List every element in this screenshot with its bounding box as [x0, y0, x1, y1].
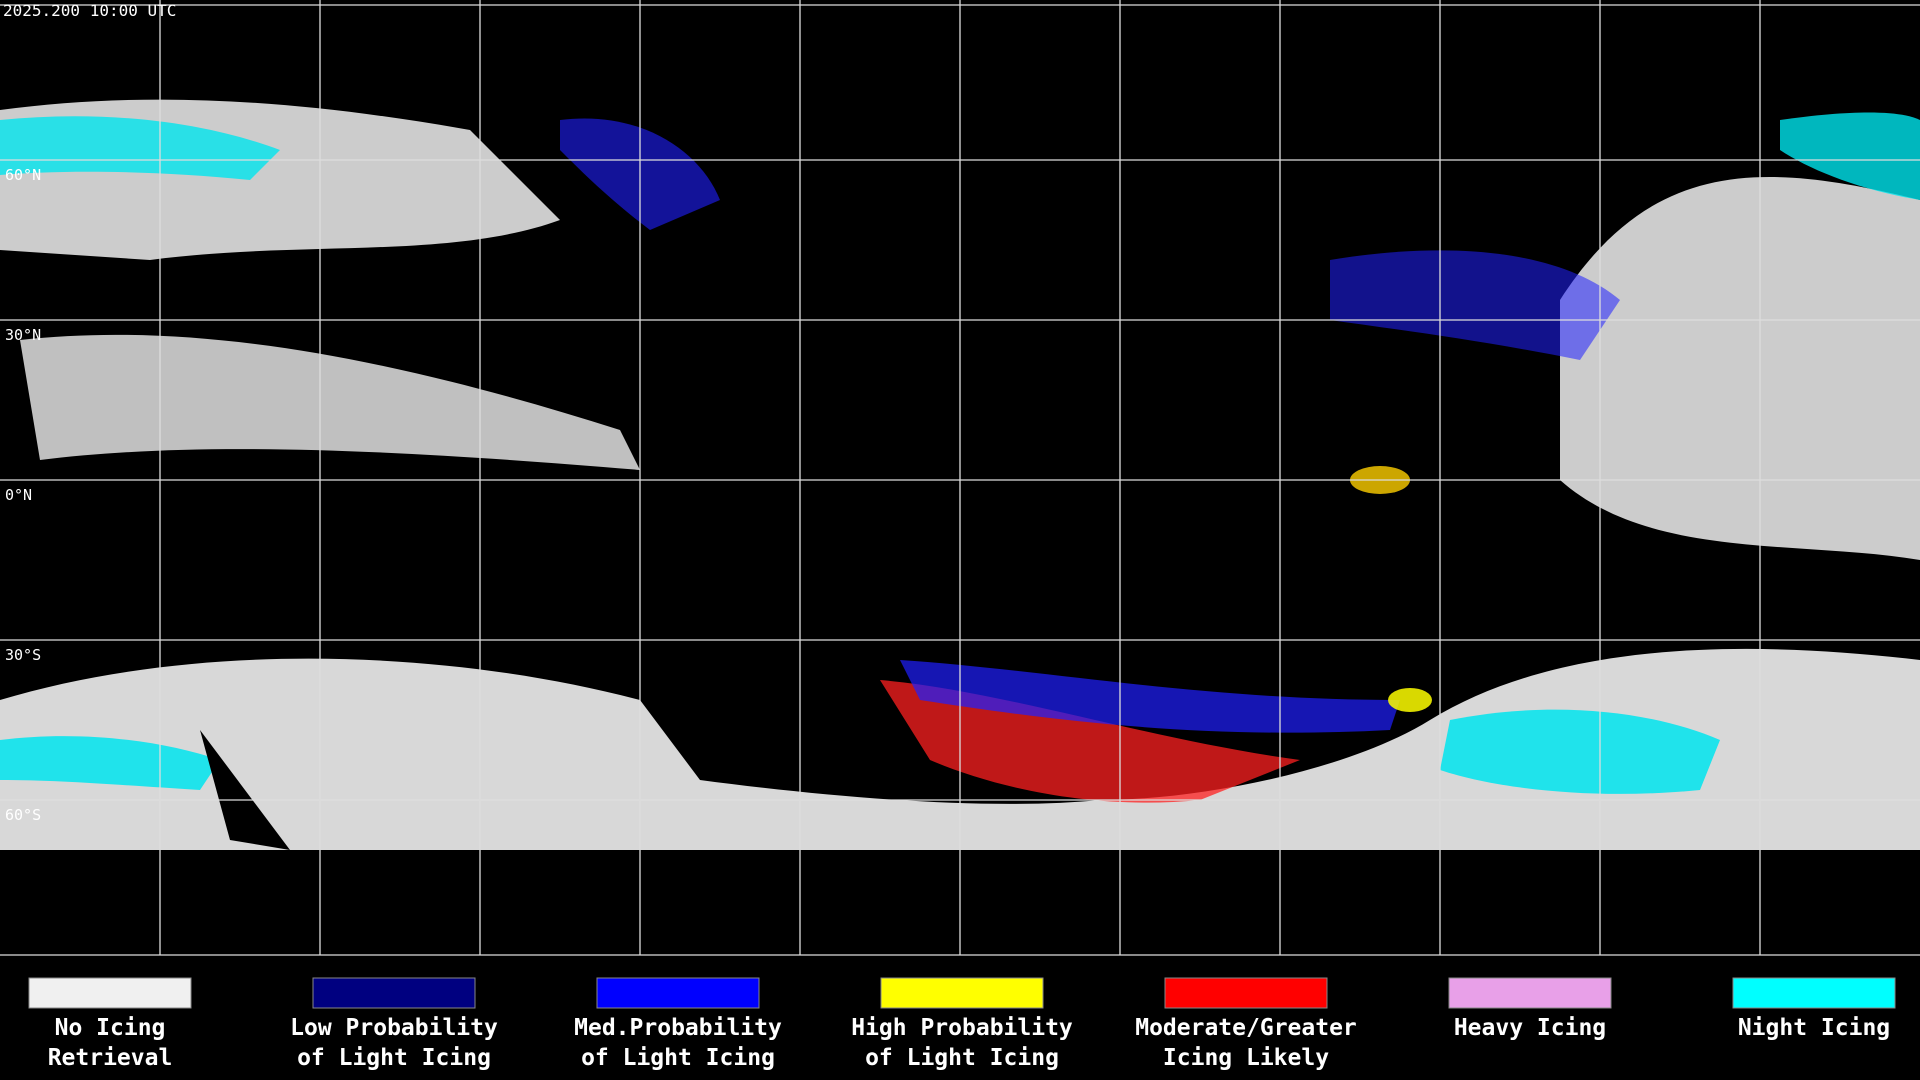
legend-swatch — [28, 977, 192, 1009]
night-patch — [1780, 112, 1920, 200]
legend-swatch — [312, 977, 476, 1009]
legend-label: Med.Probability — [574, 1015, 782, 1041]
legend-label: Moderate/Greater — [1135, 1015, 1357, 1041]
latitude-label: 0°N — [5, 486, 32, 504]
icing-patch — [880, 680, 1300, 803]
latitude-label: 30°N — [5, 326, 41, 344]
legend-label: Low Probability — [290, 1015, 498, 1041]
night-patch — [1440, 709, 1720, 794]
legend-label: No Icing — [55, 1015, 166, 1041]
legend-swatch — [596, 977, 760, 1009]
legend-label: of Light Icing — [297, 1045, 491, 1071]
legend-label: of Light Icing — [581, 1045, 775, 1071]
latitude-label: 30°S — [5, 646, 41, 664]
legend-label: Night Icing — [1738, 1015, 1890, 1041]
cloud-patch — [1560, 176, 1920, 560]
icing-patch — [1330, 250, 1620, 360]
legend-swatch — [1732, 977, 1896, 1009]
legend-label: Heavy Icing — [1454, 1015, 1606, 1041]
legend-swatch — [880, 977, 1044, 1009]
graticule — [0, 0, 1920, 956]
icing-patch — [900, 660, 1400, 733]
legend-label: High Probability — [851, 1015, 1073, 1041]
legend: No Icing Retrieval Low Probability of Light… — [28, 977, 1896, 1071]
legend-label: Icing Likely — [1163, 1045, 1329, 1071]
latitude-label: 60°S — [5, 806, 41, 824]
icing-patch — [1388, 688, 1432, 712]
cloud-patch — [20, 334, 640, 470]
night-patch — [0, 736, 220, 790]
legend-swatch — [1164, 977, 1328, 1009]
legend-label: Retrieval — [48, 1045, 173, 1071]
legend-swatch — [1448, 977, 1612, 1009]
latitude-labels: 60°N 30°N 0°N 30°S 60°S — [5, 166, 41, 824]
timestamp: 2025.200 10:00 UTC — [3, 1, 176, 20]
night-patch — [0, 116, 280, 180]
legend-label: of Light Icing — [865, 1045, 1059, 1071]
latitude-label: 60°N — [5, 166, 41, 184]
no-data-wedge — [200, 730, 290, 850]
